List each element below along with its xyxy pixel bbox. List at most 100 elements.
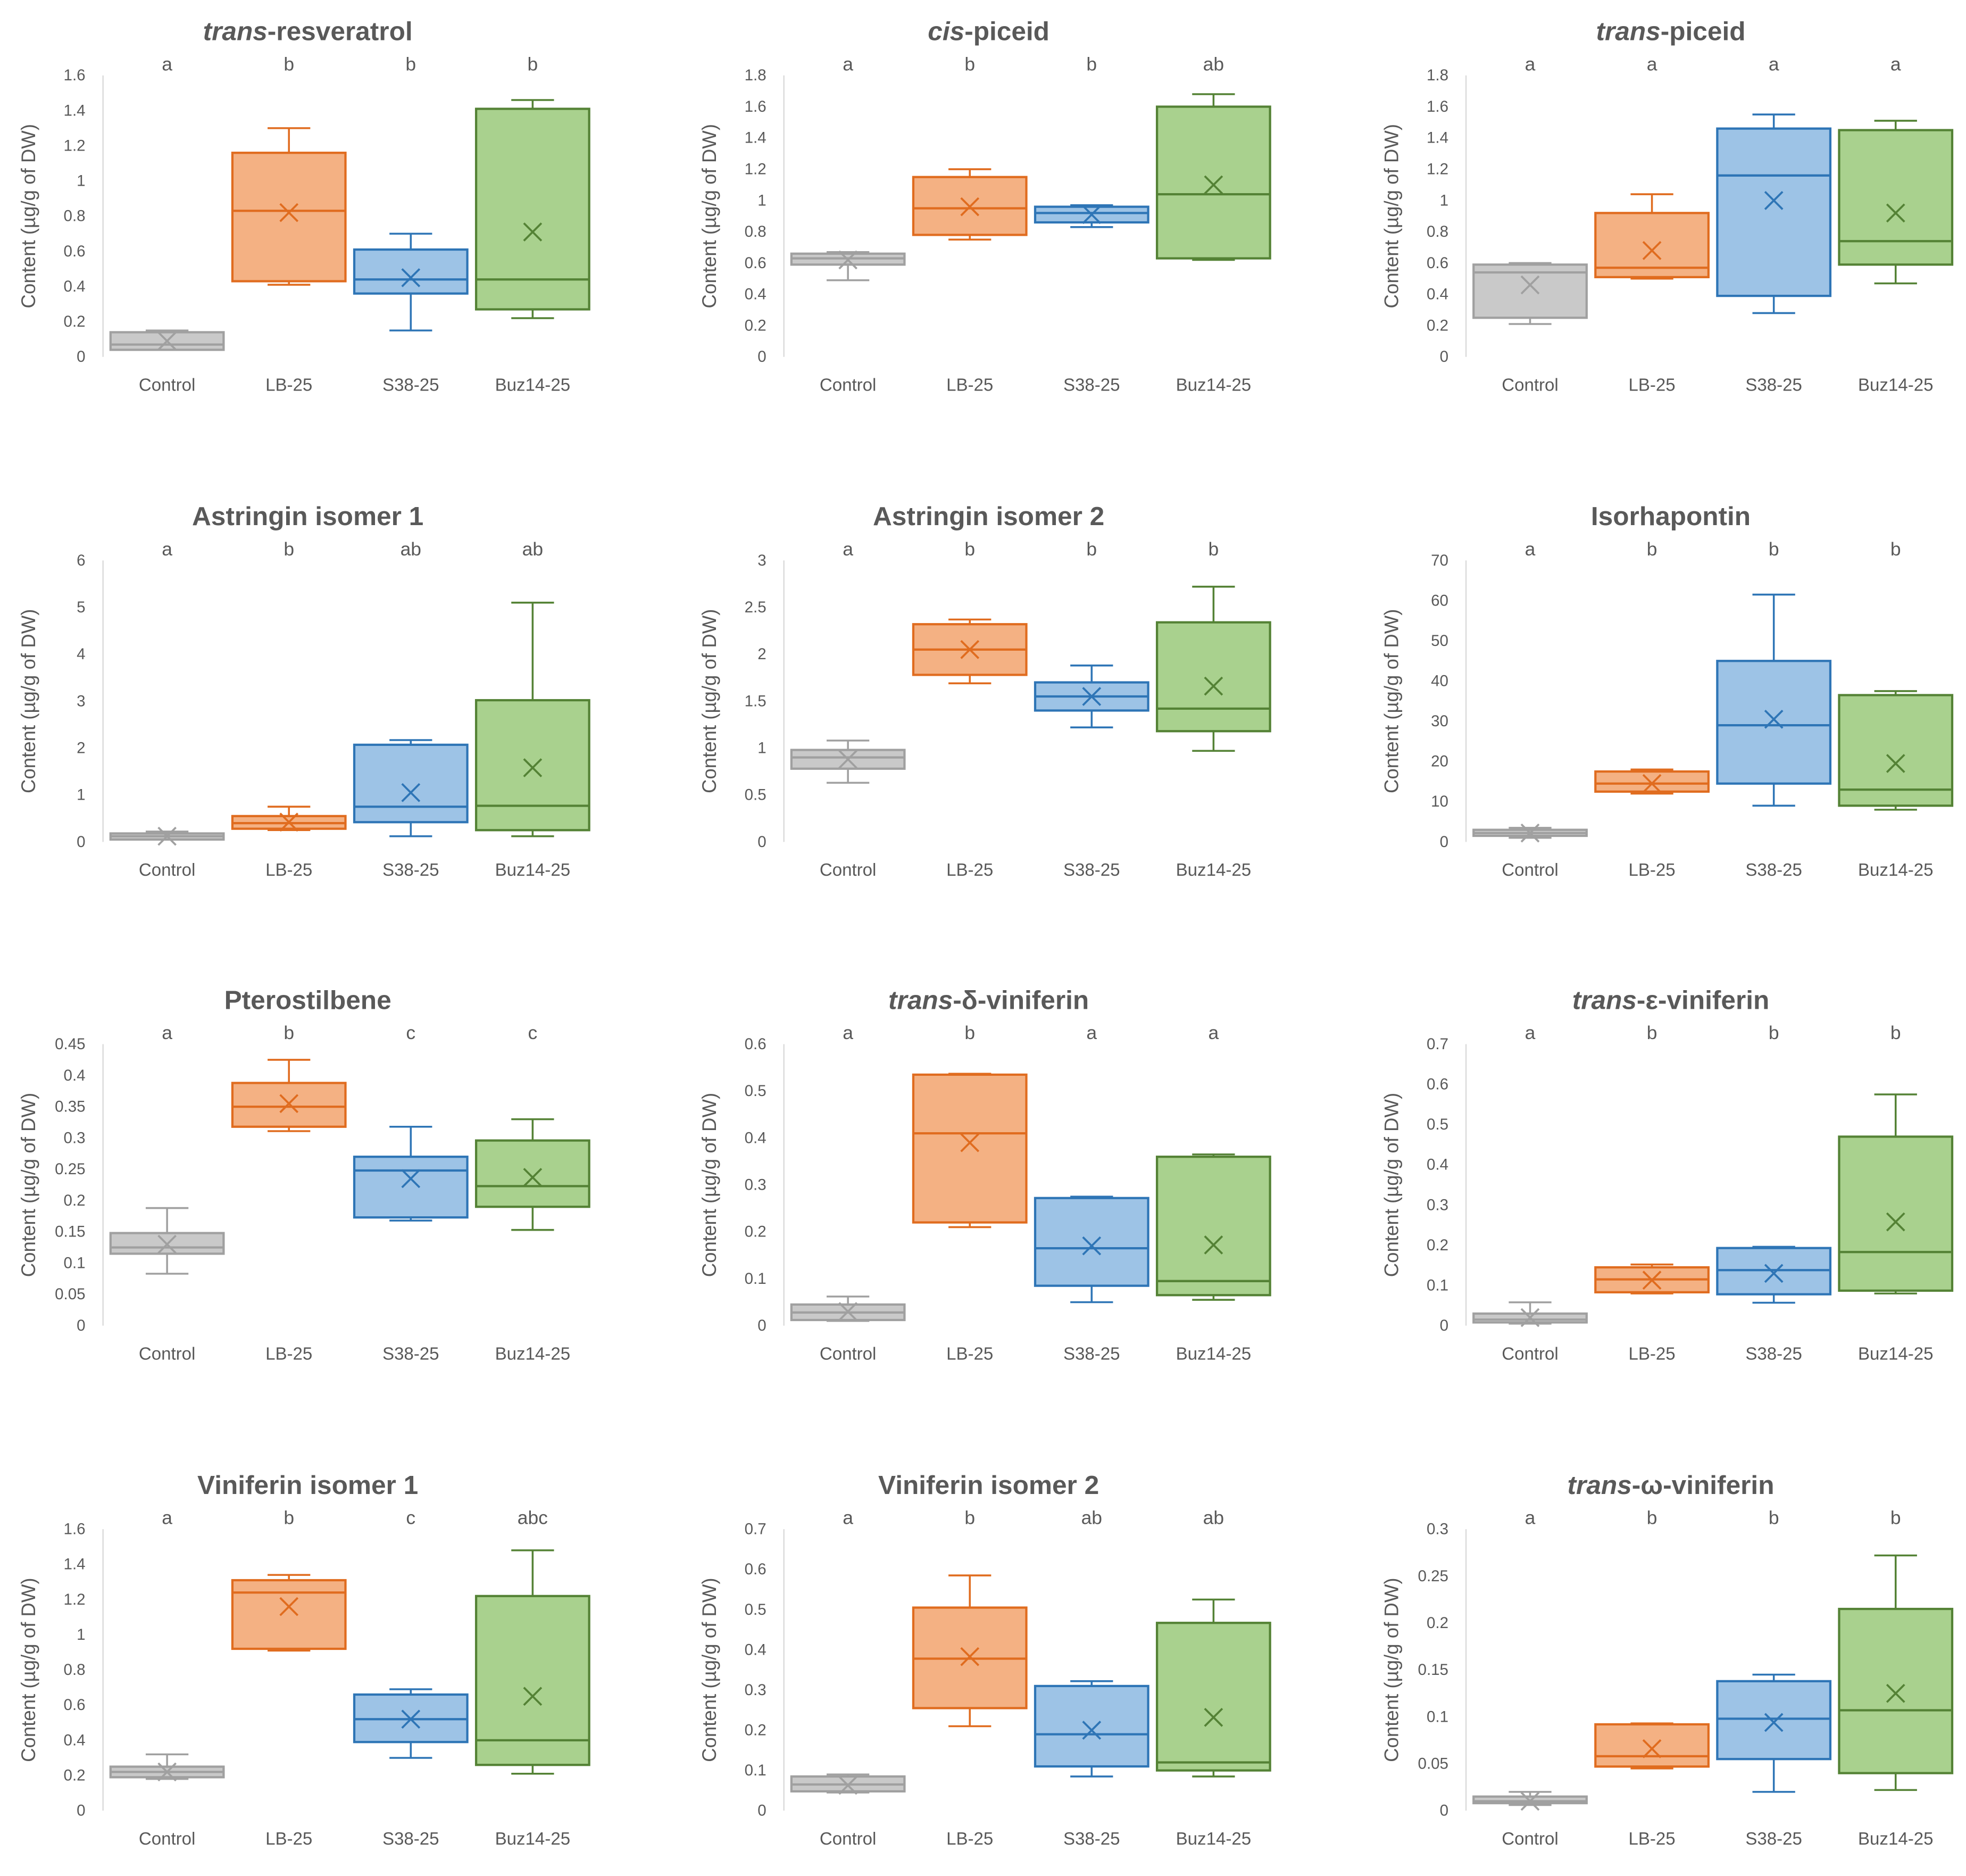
chart-title-italic: trans [888,985,953,1015]
y-axis-label: Content (µg/g of DW) [698,1093,720,1277]
mean-marker [1520,275,1540,295]
significance-letter: b [1647,1022,1657,1043]
y-tick-label: 0 [77,1802,85,1820]
chart-title-italic: trans [1596,16,1661,46]
y-tick-label: 1.4 [64,102,86,119]
y-tick-label: 20 [1431,753,1448,770]
mean-marker [1764,1264,1784,1283]
y-tick-label: 70 [1431,552,1448,569]
y-axis-label: Content (µg/g of DW) [18,609,39,793]
chart-panel: trans-piceid Content (µg/g of DW) 0 0.2 0.4 0… [1381,16,1954,395]
y-tick-label: 0 [77,833,85,851]
y-tick-label: 0.3 [1427,1521,1448,1538]
mean-marker [157,826,177,846]
chart-title-text: Viniferin isomer 1 [197,1470,418,1500]
y-tick-label: 0.7 [745,1521,767,1538]
chart-title-text: -δ-viniferin [953,985,1089,1015]
significance-letter: b [964,538,975,560]
mean-marker [279,203,299,222]
mean-marker [1642,1271,1662,1290]
y-tick-label: 0.8 [64,207,86,225]
chart-title: Astringin isomer 2 [873,501,1104,531]
significance-letter: a [1086,1022,1097,1043]
x-category-label: S38-25 [1745,860,1802,880]
x-category-label: LB-25 [1628,1829,1675,1849]
y-tick-label: 0.25 [1418,1567,1448,1585]
box-buz14-25 [1155,621,1271,733]
chart-title: Viniferin isomer 1 [197,1470,418,1500]
box-s38-25 [353,1156,469,1219]
y-axis-label: Content (µg/g of DW) [18,124,39,308]
mean-marker [1764,709,1784,729]
x-category-label: S38-25 [1745,375,1802,395]
significance-letter: a [1209,1022,1219,1043]
mean-marker [1082,1721,1102,1740]
significance-letter: b [1647,1507,1657,1529]
chart-title: trans-ω-viniferin [1568,1470,1775,1500]
x-category-label: Control [820,860,877,880]
box-lb-25 [1594,212,1710,278]
y-tick-label: 0.5 [745,1601,767,1618]
y-tick-label: 0.35 [55,1098,85,1116]
significance-letter: c [528,1022,537,1043]
box-buz14-25 [474,1139,590,1208]
x-category-label: Control [1502,1344,1559,1364]
y-tick-label: 0.8 [1427,223,1448,240]
significance-letter: b [1890,1022,1901,1043]
x-category-label: S38-25 [1745,1829,1802,1849]
y-tick-label: 0.1 [745,1270,767,1288]
y-tick-label: 0.2 [745,317,767,334]
y-axis-label: Content (µg/g of DW) [1381,124,1403,308]
y-tick-label: 0.5 [1427,1116,1448,1133]
mean-marker [960,1133,980,1152]
box-buz14-25 [474,699,590,832]
chart-panel: Astringin isomer 2 Content (µg/g of DW) 0 0… [698,501,1271,880]
box-buz14-25 [1155,105,1271,260]
significance-letter: a [1525,1507,1536,1529]
chart-title: Viniferin isomer 2 [878,1470,1099,1500]
significance-letter: b [1890,1507,1901,1529]
chart-panel: trans-δ-viniferin Content (µg/g of DW) 0 0.… [698,985,1271,1364]
y-tick-label: 0.2 [1427,1614,1448,1632]
y-tick-label: 0.3 [745,1176,767,1194]
y-tick-label: 1 [757,192,766,209]
y-tick-label: 0 [1440,348,1448,366]
mean-marker [838,750,857,769]
y-tick-label: 1.2 [64,137,86,154]
chart-panel: trans-resveratrol Content (µg/g of DW) 0 0.… [18,16,590,395]
x-category-label: LB-25 [946,1344,993,1364]
significance-letter: b [964,1507,975,1529]
y-tick-label: 1.2 [64,1591,86,1608]
x-category-label: Control [139,860,196,880]
chart-title-text: Isorhapontin [1591,501,1751,531]
y-tick-label: 0.6 [745,254,767,272]
y-tick-label: 0.1 [1427,1276,1448,1294]
mean-marker [838,250,857,270]
y-tick-label: 1.4 [64,1556,86,1573]
y-tick-label: 1 [757,739,766,757]
y-tick-label: 6 [77,552,85,569]
significance-letter: b [1086,53,1097,74]
x-category-label: Control [1502,375,1559,395]
mean-marker [1886,203,1905,223]
significance-letter: b [1769,1507,1779,1529]
box-s38-25 [1034,1197,1149,1287]
x-category-label: S38-25 [382,375,439,395]
box-buz14-25 [1155,1156,1271,1297]
significance-letter: b [1890,538,1901,560]
mean-marker [157,331,177,351]
y-tick-label: 0.6 [745,1560,767,1578]
x-category-label: LB-25 [1628,375,1675,395]
y-axis-label: Content (µg/g of DW) [1381,609,1403,793]
significance-letter: a [1890,53,1901,74]
box-s38-25 [353,248,469,295]
y-tick-label: 0.5 [745,1082,767,1100]
y-tick-label: 0.4 [745,1129,767,1147]
y-tick-label: 0.6 [1427,1076,1448,1093]
significance-letter: b [284,53,294,74]
x-category-label: Buz14-25 [1858,1829,1933,1849]
x-category-label: S38-25 [382,1344,439,1364]
y-tick-label: 0.8 [745,223,767,240]
chart-panel: Pterostilbene Content (µg/g of DW) 0 0.05 0.… [18,985,590,1364]
chart-title: trans-resveratrol [203,16,413,46]
